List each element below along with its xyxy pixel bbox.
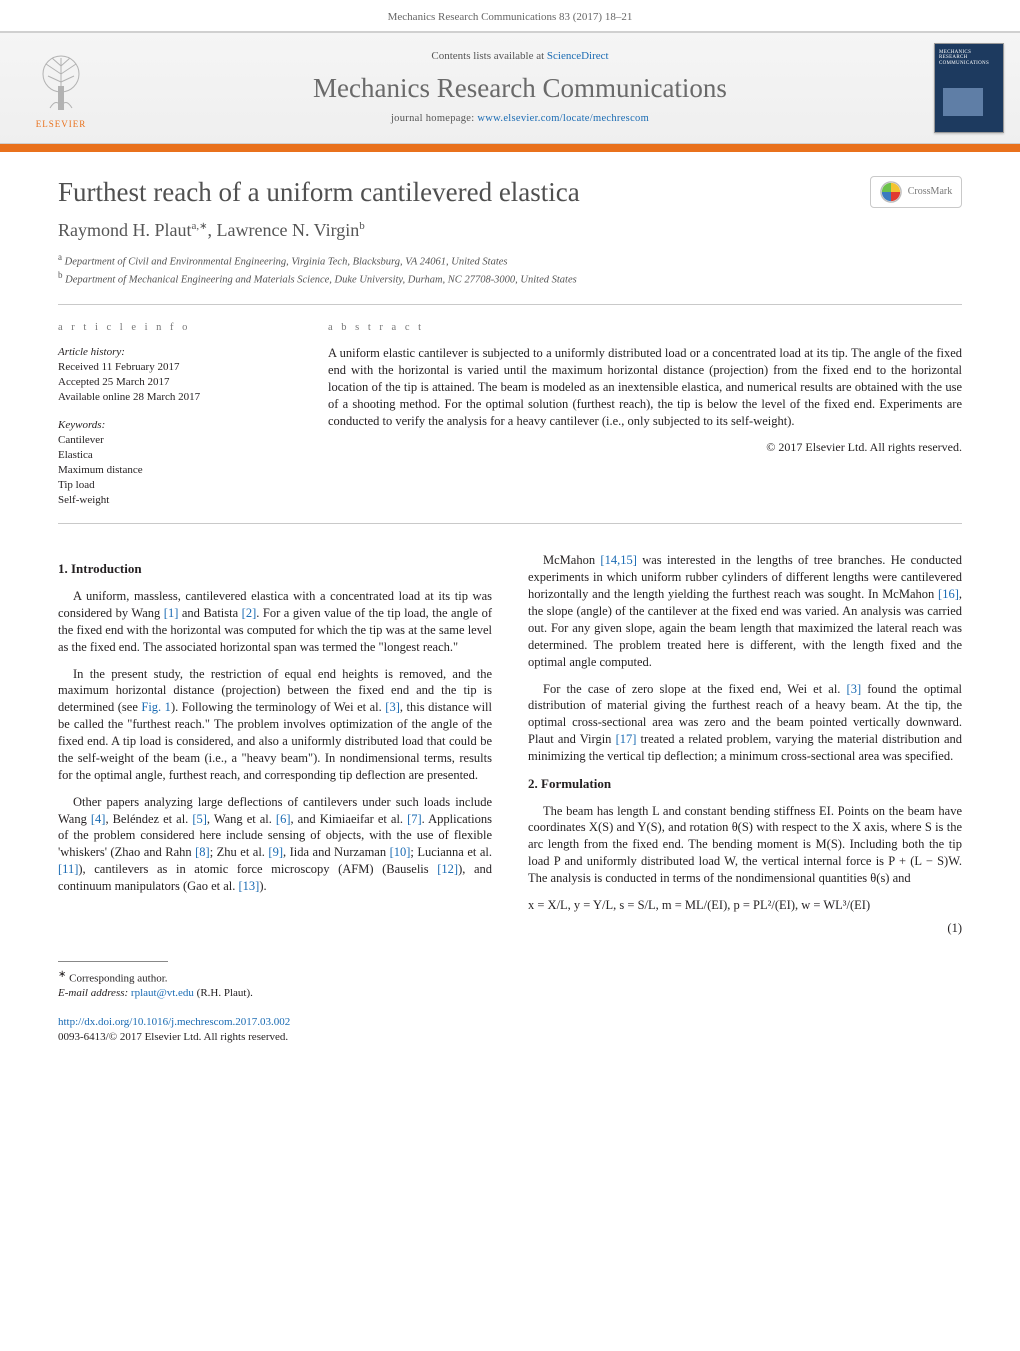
keywords-label: Keywords: <box>58 419 105 431</box>
sec1-p2: In the present study, the restriction of… <box>58 666 492 784</box>
ref-7-link[interactable]: [7] <box>407 812 422 826</box>
rule-above-meta <box>58 304 962 305</box>
equation-1: x = X/L, y = Y/L, s = S/L, m = ML/(EI), … <box>528 897 962 914</box>
sec1-p1: A uniform, massless, cantilevered elasti… <box>58 588 492 656</box>
kw-2: Maximum distance <box>58 463 288 478</box>
authors-line: Raymond H. Plauta,∗, Lawrence N. Virginb <box>58 218 962 242</box>
ref-17-link[interactable]: [17] <box>616 732 637 746</box>
eq1-num: (1) <box>932 920 962 937</box>
article-title: Furthest reach of a uniform cantilevered… <box>58 176 580 208</box>
ref-11-link[interactable]: [11] <box>58 862 78 876</box>
header-center: Contents lists available at ScienceDirec… <box>124 49 916 126</box>
ref-3b-link[interactable]: [3] <box>847 682 862 696</box>
fig-1-link[interactable]: Fig. 1 <box>141 700 171 714</box>
equation-1-num-row: (1) <box>528 920 962 937</box>
journal-title: Mechanics Research Communications <box>124 70 916 106</box>
journal-homepage-link[interactable]: www.elsevier.com/locate/mechrescom <box>477 113 649 124</box>
issn-copyright: 0093-6413/© 2017 Elsevier Ltd. All right… <box>58 1030 962 1045</box>
section-1-head: 1. Introduction <box>58 560 492 578</box>
cover-graphic-icon <box>943 88 983 116</box>
crossmark-icon <box>880 181 902 203</box>
journal-header: ELSEVIER Contents lists available at Sci… <box>0 31 1020 144</box>
ref-3-link[interactable]: [3] <box>385 700 400 714</box>
author-b-affil: b <box>359 220 365 232</box>
crossmark-badge[interactable]: CrossMark <box>870 176 962 208</box>
ref-14-15-link[interactable]: [14,15] <box>600 553 636 567</box>
affiliations: a Department of Civil and Environmental … <box>58 251 962 288</box>
abstract-copyright: © 2017 Elsevier Ltd. All rights reserved… <box>328 439 962 455</box>
ref-1-link[interactable]: [1] <box>164 606 179 620</box>
ref-9-link[interactable]: [9] <box>268 845 283 859</box>
kw-1: Elastica <box>58 448 288 463</box>
affil-a: Department of Civil and Environmental En… <box>65 256 508 267</box>
ref-16-link[interactable]: [16] <box>938 587 959 601</box>
ref-10-link[interactable]: [10] <box>390 845 411 859</box>
article-history: Article history: Received 11 February 20… <box>58 345 288 404</box>
article-meta-row: a r t i c l e i n f o Article history: R… <box>58 321 962 508</box>
author-sep: , <box>208 220 217 240</box>
sec1-p5: For the case of zero slope at the fixed … <box>528 681 962 765</box>
keywords-block: Keywords: Cantilever Elastica Maximum di… <box>58 418 288 507</box>
history-label: Article history: <box>58 346 125 358</box>
contents-lists-line: Contents lists available at ScienceDirec… <box>124 49 916 64</box>
sec1-p4: McMahon [14,15] was interested in the le… <box>528 552 962 670</box>
contents-prefix: Contents lists available at <box>431 50 546 62</box>
ref-8-link[interactable]: [8] <box>195 845 210 859</box>
history-accepted: Accepted 25 March 2017 <box>58 375 288 390</box>
ref-4-link[interactable]: [4] <box>91 812 106 826</box>
rule-below-meta <box>58 523 962 524</box>
journal-homepage-line: journal homepage: www.elsevier.com/locat… <box>124 112 916 126</box>
corresponding-footnote: ∗ Corresponding author. E-mail address: … <box>58 968 962 1001</box>
author-a-affil: a, <box>192 220 200 232</box>
elsevier-tree-icon <box>26 46 96 116</box>
kw-0: Cantilever <box>58 433 288 448</box>
footnote-rule <box>58 961 168 962</box>
ref-12-link[interactable]: [12] <box>437 862 458 876</box>
history-online: Available online 28 March 2017 <box>58 390 288 405</box>
brand-bar <box>0 144 1020 152</box>
section-2-head: 2. Formulation <box>528 775 962 793</box>
corr-email-link[interactable]: rplaut@vt.edu <box>131 987 194 999</box>
sec1-p3: Other papers analyzing large deflections… <box>58 794 492 895</box>
ref-6-link[interactable]: [6] <box>276 812 291 826</box>
doi-block: http://dx.doi.org/10.1016/j.mechrescom.2… <box>58 1015 962 1045</box>
kw-4: Self-weight <box>58 493 288 508</box>
kw-3: Tip load <box>58 478 288 493</box>
article-info-head: a r t i c l e i n f o <box>58 321 288 335</box>
email-label: E-mail address: <box>58 987 128 999</box>
article-info-block: a r t i c l e i n f o Article history: R… <box>58 321 288 508</box>
elsevier-wordmark: ELSEVIER <box>36 118 87 130</box>
crossmark-label: CrossMark <box>908 185 952 199</box>
affil-b: Department of Mechanical Engineering and… <box>65 275 577 286</box>
history-received: Received 11 February 2017 <box>58 360 288 375</box>
author-a-star: ∗ <box>199 221 207 232</box>
abstract-head: a b s t r a c t <box>328 321 962 335</box>
ref-5-link[interactable]: [5] <box>192 812 207 826</box>
body-columns: 1. Introduction A uniform, massless, can… <box>58 552 962 936</box>
homepage-prefix: journal homepage: <box>391 113 477 124</box>
citation-text: Mechanics Research Communications 83 (20… <box>388 11 633 23</box>
ref-13-link[interactable]: [13] <box>239 879 260 893</box>
corr-label: Corresponding author. <box>69 972 167 984</box>
sciencedirect-link[interactable]: ScienceDirect <box>547 50 609 62</box>
citation-line: Mechanics Research Communications 83 (20… <box>0 0 1020 31</box>
eq1-text: x = X/L, y = Y/L, s = S/L, m = ML/(EI), … <box>528 897 962 914</box>
elsevier-logo: ELSEVIER <box>16 46 106 130</box>
abstract-text: A uniform elastic cantilever is subjecte… <box>328 345 962 429</box>
abstract-block: a b s t r a c t A uniform elastic cantil… <box>328 321 962 508</box>
cover-title: MECHANICS RESEARCH COMMUNICATIONS <box>939 50 999 67</box>
page-footer: ∗ Corresponding author. E-mail address: … <box>0 961 1020 1073</box>
doi-link[interactable]: http://dx.doi.org/10.1016/j.mechrescom.2… <box>58 1016 290 1028</box>
author-b: Lawrence N. Virgin <box>217 220 360 240</box>
ref-2-link[interactable]: [2] <box>242 606 257 620</box>
email-paren: (R.H. Plaut). <box>197 987 253 999</box>
sec2-p1: The beam has length L and constant bendi… <box>528 803 962 887</box>
journal-cover-thumbnail: MECHANICS RESEARCH COMMUNICATIONS <box>934 43 1004 133</box>
author-a: Raymond H. Plaut <box>58 220 192 240</box>
